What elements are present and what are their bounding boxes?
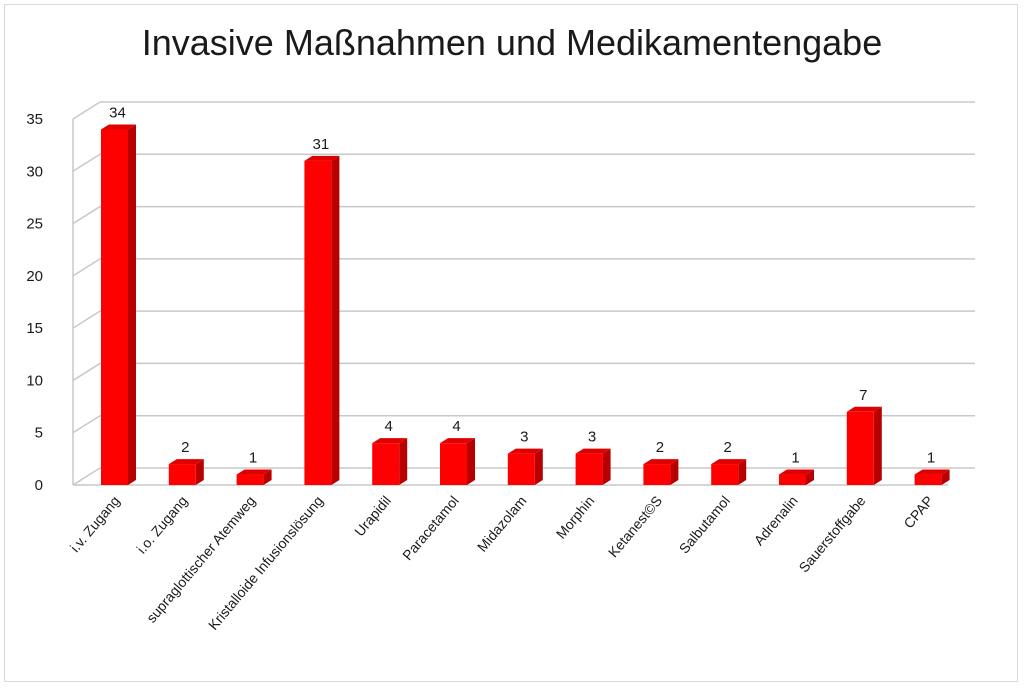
bar [304,160,332,486]
y-tick-label: 15 [26,320,43,337]
y-tick-label: 5 [35,425,43,442]
data-label: 3 [520,429,528,446]
bar [846,411,874,485]
bar-top [643,459,679,465]
bar-side [467,438,475,485]
chart-title: Invasive Maßnahmen und Medikamentengabe [141,22,883,63]
bar [507,453,535,485]
data-label: 31 [313,136,330,153]
bar-top [440,438,475,444]
data-label: 1 [791,450,799,467]
x-tick-label: Urapidil [351,493,394,540]
bar-top [168,459,204,465]
data-label: 2 [656,439,664,456]
y-tick-label: 20 [26,268,43,285]
y-tick-label: 25 [26,216,43,233]
y-tick-label: 0 [35,477,43,494]
gridline-diagonal [72,258,101,277]
bar [236,474,264,485]
bar-side [670,459,679,485]
y-tick-label: 10 [26,372,43,389]
data-label: 1 [249,450,257,467]
bar-top [914,469,950,475]
data-label: 34 [109,104,126,121]
bar-top [101,124,136,130]
x-tick-label: Midazolam [474,493,530,555]
bar [914,474,942,485]
bar-top [575,448,611,454]
bar-side [941,469,950,485]
data-label: 2 [724,439,732,456]
bar-side [331,155,340,486]
x-tick-label: Kristalloide Infusionslösung [205,493,326,633]
data-label: 3 [588,429,596,446]
bar-side [602,448,611,485]
bar-side [128,124,136,485]
bar [643,464,671,485]
x-tick-label: Adrenalin [751,493,801,549]
x-tick-label: Salbutamol [676,493,733,557]
x-tick-label: Sauerstoffgabe [795,492,868,575]
bar [372,443,400,485]
chart-frame [4,4,1018,682]
bar-top [507,448,543,454]
data-label: 2 [181,439,189,456]
bar [711,464,739,485]
x-tick-label: i.o. Zugang [133,493,190,557]
gridline-diagonal [72,205,101,225]
bar-top [779,469,814,475]
bar [440,443,467,485]
gridline-diagonal [72,467,101,486]
gridline-diagonal [72,415,101,434]
bar-top [304,155,340,161]
gridline-diagonal [72,362,101,382]
x-tick-label: Ketanest©S [605,493,665,561]
x-tick-label: Paracetamol [399,493,462,563]
bar [575,453,603,485]
x-tick-label: CPAP [900,493,936,532]
x-tick-label: Morphin [553,493,598,542]
bar [168,464,196,485]
gridline-diagonal [72,101,101,120]
bar-side [738,459,747,485]
gridline-diagonal [72,310,101,329]
bar-top [372,438,408,444]
bar-side [399,438,408,485]
x-tick-label: i.v. Zugang [67,493,123,556]
data-label: 4 [452,418,460,435]
bar-top [711,459,747,465]
y-tick-label: 30 [26,163,43,180]
bar-top [846,406,882,412]
bar-side [873,406,882,485]
y-tick-label: 35 [26,111,43,128]
bar [101,129,128,485]
data-label: 7 [859,387,867,404]
bar-side [806,469,814,485]
bar [779,474,806,485]
bar-top [236,469,272,475]
gridline-diagonal [72,153,101,172]
bar-side [534,448,543,485]
bar-side [195,459,204,485]
data-label: 4 [385,418,393,435]
data-label: 1 [927,450,935,467]
bar-side [263,469,272,485]
